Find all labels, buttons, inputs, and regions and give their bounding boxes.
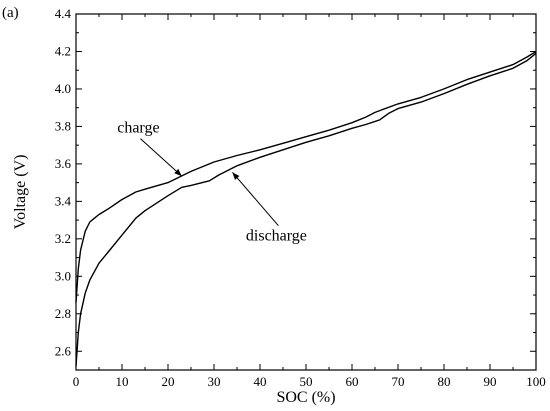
axis-ticks [75,13,537,370]
plot-frame [75,13,537,371]
x-axis-title: SOC (%) [276,389,335,406]
x-tick-label: 80 [438,374,451,389]
charge-label: charge [117,120,159,137]
y-tick-label: 4.4 [55,6,72,21]
x-tick-label: 0 [73,374,80,389]
y-tick-label: 3.2 [55,231,71,246]
charge-arrowhead [174,168,182,177]
x-tick-label: 90 [484,374,497,389]
y-tick-label: 4.0 [55,81,71,96]
x-tick-label: 30 [208,374,221,389]
x-tick-label: 40 [254,374,267,389]
x-tick-label: 70 [392,374,405,389]
discharge-arrowhead [232,172,240,180]
x-tick-label: 60 [346,374,359,389]
charge-arrow [140,138,183,177]
x-tick-label: 100 [526,374,546,389]
y-axis-title: Voltage (V) [12,155,29,230]
charge-curve [75,50,537,303]
axis-tick-labels: 0 10 20 30 40 50 60 70 80 90 100 2.6 2.8 3.0 3.2 3.4 3.6… [55,6,546,389]
discharge-label: discharge [246,228,307,245]
y-tick-label: 3.6 [55,156,72,171]
discharge-curve [75,52,537,367]
x-tick-label: 50 [300,374,313,389]
y-tick-label: 2.8 [55,306,71,321]
x-tick-label: 20 [162,374,175,389]
y-tick-label: 3.8 [55,118,71,133]
y-tick-label: 3.0 [55,268,71,283]
x-tick-label: 10 [116,374,129,389]
y-tick-label: 2.6 [55,343,72,358]
annotations: charge discharge [117,120,307,245]
panel-label: (a) [2,5,19,21]
y-tick-label: 4.2 [55,43,71,58]
series-layer [75,50,537,367]
y-tick-label: 3.4 [55,193,72,208]
discharge-arrow [232,171,279,227]
